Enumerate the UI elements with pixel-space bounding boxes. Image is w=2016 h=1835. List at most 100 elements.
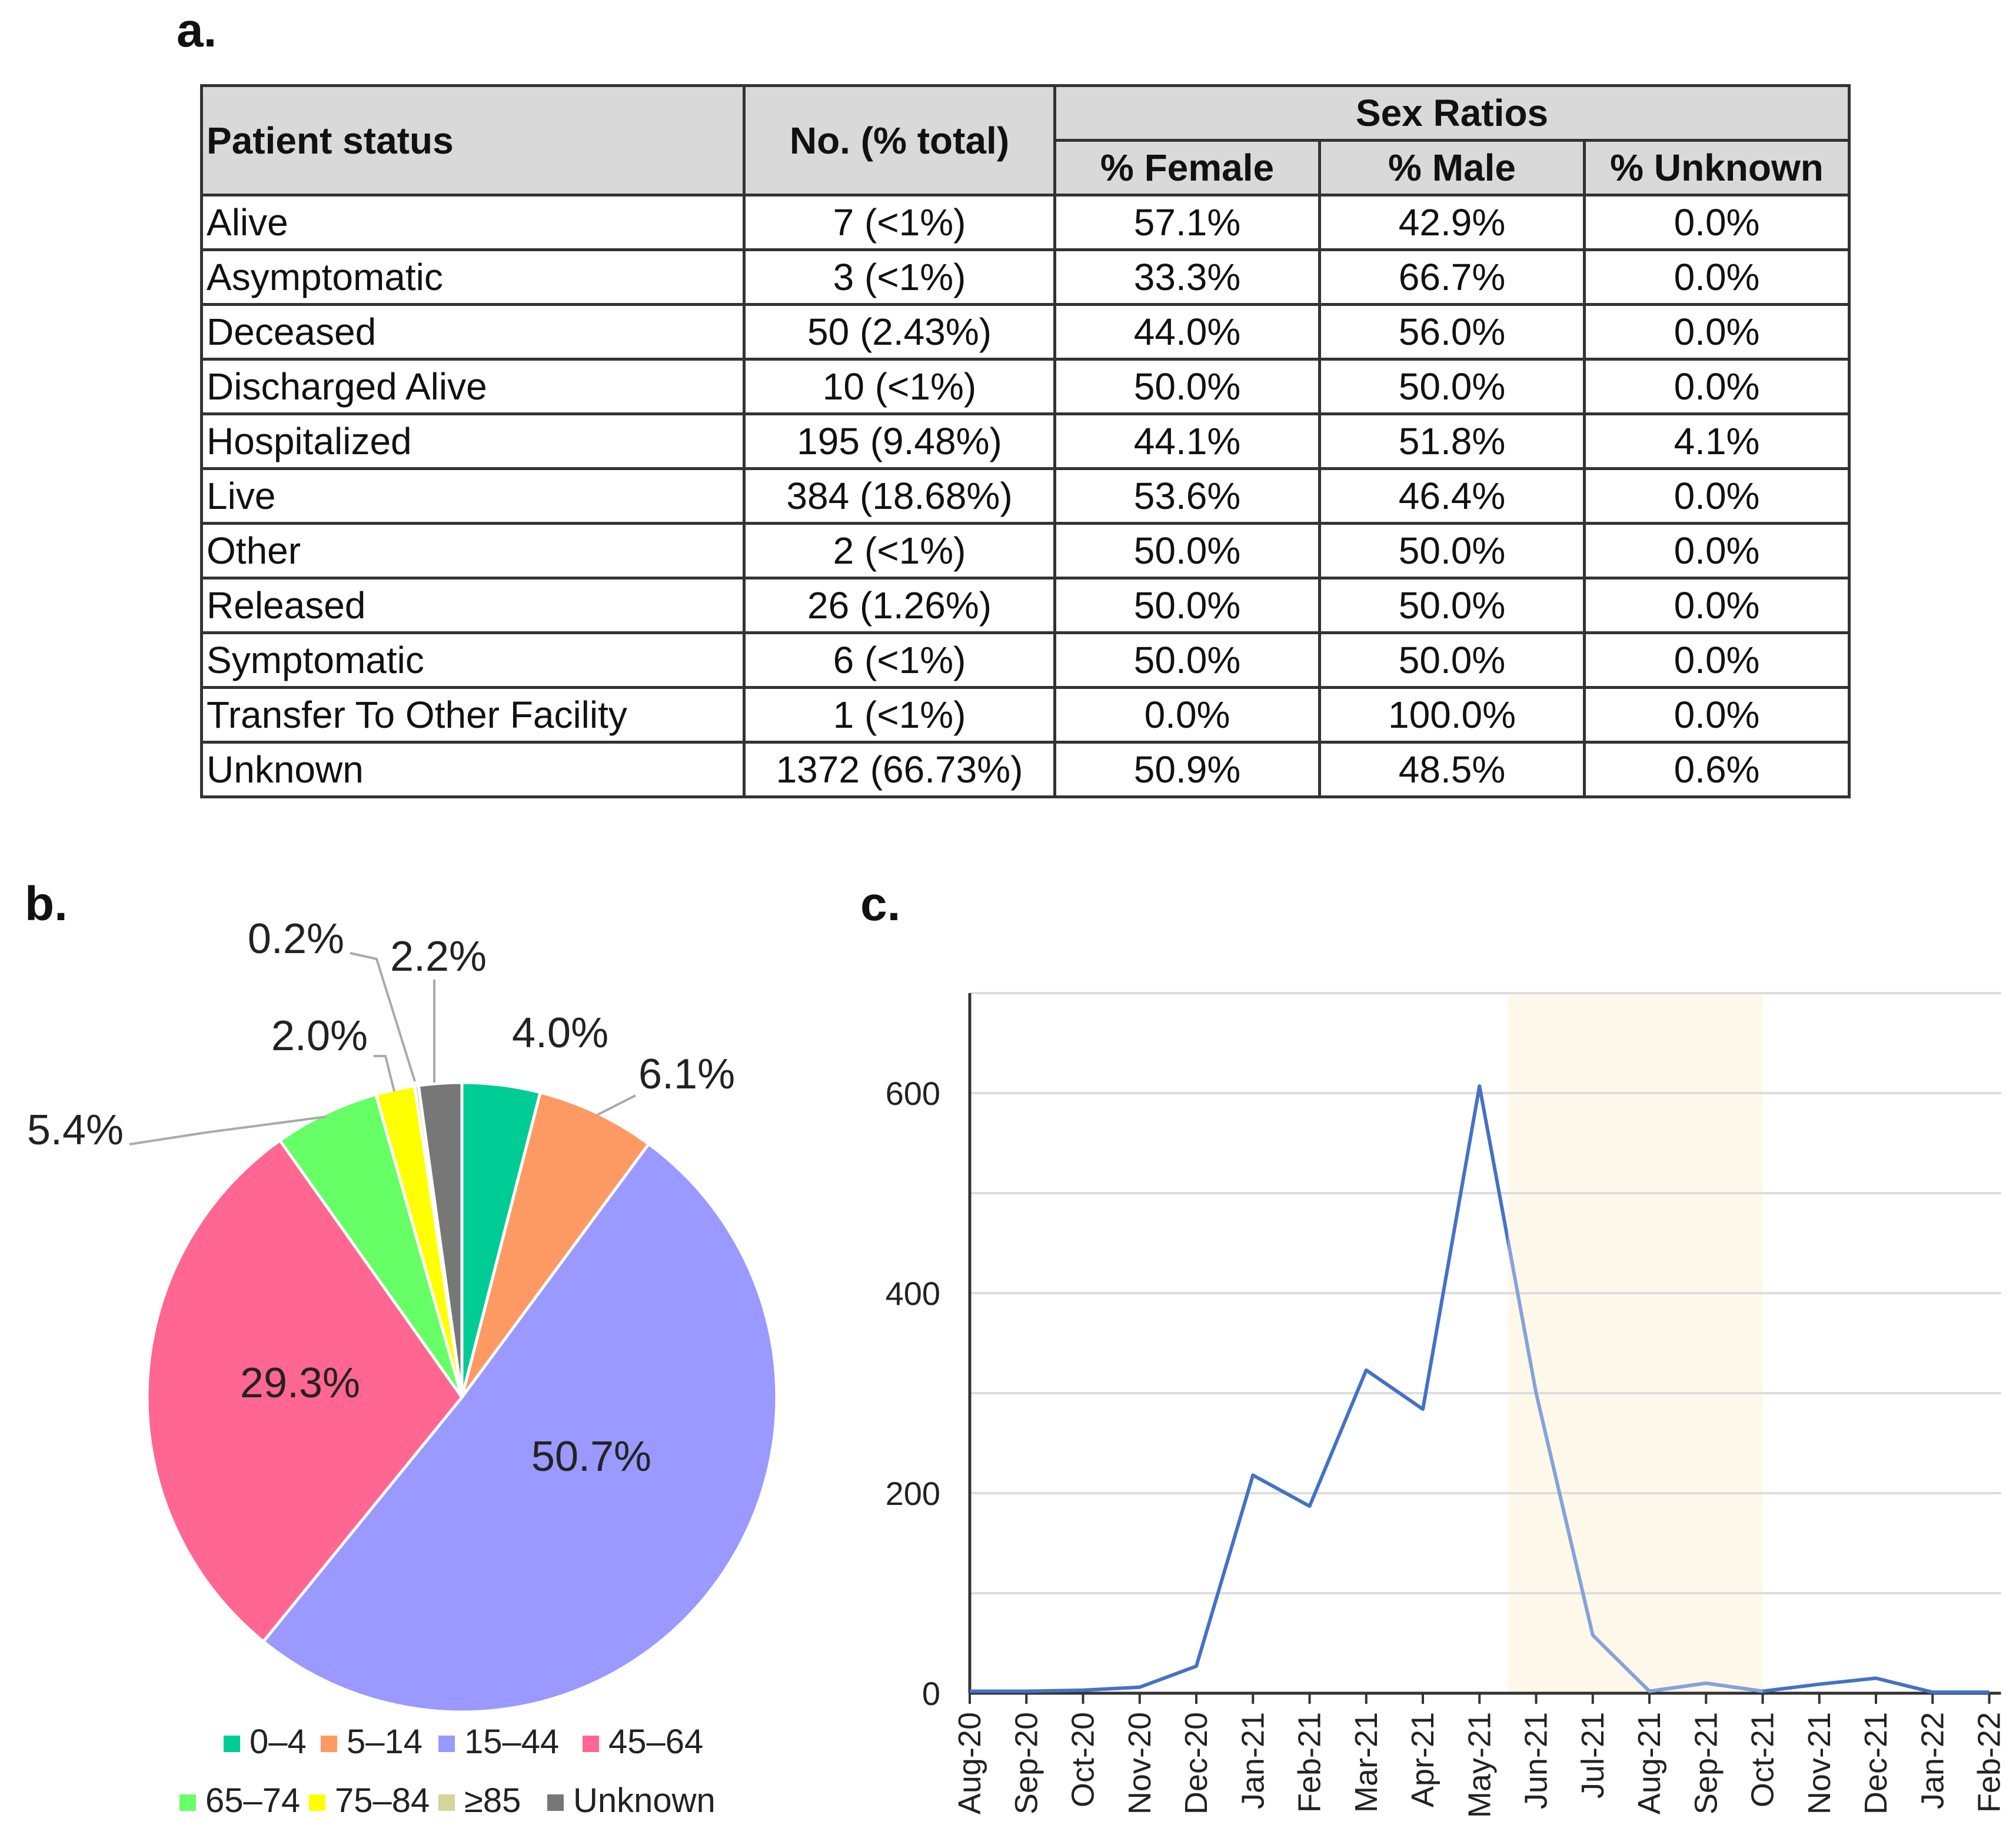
legend-swatch: [179, 1794, 196, 1811]
status-cell: Discharged Alive: [200, 358, 746, 415]
table-row: Alive 7 (<1%) 57.1% 42.9% 0.0%: [200, 194, 1851, 251]
unknown-cell: 0.0%: [1583, 577, 1851, 634]
panel-label-c: c.: [860, 877, 901, 931]
highlight-band: [1508, 993, 1763, 1693]
table-row: Deceased 50 (2.43%) 44.0% 56.0% 0.0%: [200, 303, 1851, 361]
monthly-line-chart: 0 200 400 600 Aug-20 Sep-20 Oct-20 Nov-20 Dec-20…: [886, 992, 2007, 1818]
status-cell: Deceased: [200, 303, 746, 361]
table-row: Live 384 (18.68%) 53.6% 46.4% 0.0%: [200, 467, 1851, 525]
count-cell: 50 (2.43%): [743, 303, 1056, 361]
x-tick-label: Oct-20: [1066, 1712, 1101, 1807]
x-tick-label: Apr-21: [1405, 1712, 1441, 1807]
male-cell: 100.0%: [1318, 686, 1586, 744]
panel-label-b: b.: [25, 877, 68, 931]
x-tick-label: Dec-21: [1858, 1712, 1894, 1814]
legend-swatch: [438, 1794, 455, 1811]
legend-label: 65–74: [205, 1781, 300, 1820]
female-cell: 50.0%: [1053, 358, 1321, 415]
status-cell: Live: [200, 467, 746, 525]
status-cell: Alive: [200, 194, 746, 251]
unknown-cell: 0.0%: [1583, 467, 1851, 525]
legend-label: 0–4: [249, 1723, 307, 1761]
female-cell: 50.0%: [1053, 577, 1321, 634]
count-cell: 26 (1.26%): [743, 577, 1056, 634]
table-row: Transfer To Other Facility 1 (<1%) 0.0% 100…: [200, 686, 1851, 744]
count-cell: 1 (<1%): [743, 686, 1056, 744]
header-patient-status: Patient status: [200, 84, 746, 197]
x-tick-label: May-21: [1462, 1712, 1497, 1818]
female-cell: 44.0%: [1053, 303, 1321, 361]
status-cell: Asymptomatic: [200, 248, 746, 306]
male-cell: 51.8%: [1318, 412, 1586, 470]
x-tick-label: Nov-20: [1122, 1712, 1157, 1814]
panel-label-a: a.: [177, 4, 217, 57]
x-tick-label: Feb-21: [1292, 1712, 1328, 1813]
age-pie-chart: 4.0% 6.1% 50.7% 29.3% 5.4% 2.0% 0.2% 2.2% 0–4 5–1…: [27, 918, 779, 1820]
status-cell: Hospitalized: [200, 412, 746, 470]
unknown-cell: 0.0%: [1583, 248, 1851, 306]
male-cell: 46.4%: [1318, 467, 1586, 525]
x-tick-label: Oct-21: [1745, 1712, 1781, 1807]
legend-swatch: [224, 1736, 240, 1752]
pie-label: 50.7%: [531, 1433, 651, 1480]
legend-swatch: [309, 1794, 325, 1811]
male-cell: 42.9%: [1318, 194, 1586, 251]
status-cell: Unknown: [200, 741, 746, 798]
y-tick-label: 200: [886, 1475, 940, 1512]
pie-slice: [417, 1081, 464, 1398]
female-cell: 33.3%: [1053, 248, 1321, 306]
count-cell: 6 (<1%): [743, 631, 1056, 689]
male-cell: 50.0%: [1318, 577, 1586, 634]
header-male: % Male: [1318, 139, 1586, 197]
header-female: % Female: [1053, 139, 1321, 197]
count-cell: 10 (<1%): [743, 358, 1056, 415]
pie-leader-line: [129, 1115, 327, 1145]
count-cell: 2 (<1%): [743, 522, 1056, 580]
legend-swatch: [438, 1736, 455, 1752]
female-cell: 44.1%: [1053, 412, 1321, 470]
status-cell: Other: [200, 522, 746, 580]
table-row: Other 2 (<1%) 50.0% 50.0% 0.0%: [200, 522, 1851, 580]
female-cell: 53.6%: [1053, 467, 1321, 525]
female-cell: 50.9%: [1053, 741, 1321, 798]
y-tick-label: 400: [886, 1275, 940, 1312]
pie-label: 5.4%: [27, 1107, 124, 1154]
y-tick-label: 0: [922, 1675, 940, 1712]
status-cell: Released: [200, 577, 746, 634]
pie-label: 2.0%: [271, 1013, 368, 1060]
x-tick-label: Aug-21: [1632, 1712, 1667, 1814]
legend-swatch: [547, 1794, 564, 1811]
legend-label: Unknown: [573, 1781, 716, 1820]
unknown-cell: 0.0%: [1583, 686, 1851, 744]
legend-label: 45–64: [608, 1723, 703, 1761]
pie-label: 29.3%: [240, 1360, 360, 1407]
female-cell: 0.0%: [1053, 686, 1321, 744]
male-cell: 66.7%: [1318, 248, 1586, 306]
unknown-cell: 0.0%: [1583, 522, 1851, 580]
male-cell: 50.0%: [1318, 631, 1586, 689]
pie-slice: [460, 1090, 651, 1398]
x-tick-label: Jan-21: [1235, 1712, 1270, 1809]
unknown-cell: 0.0%: [1583, 303, 1851, 361]
x-tick-label: Jun-21: [1519, 1712, 1554, 1809]
unknown-cell: 0.0%: [1583, 631, 1851, 689]
female-cell: 50.0%: [1053, 522, 1321, 580]
status-cell: Transfer To Other Facility: [200, 686, 746, 744]
count-cell: 195 (9.48%): [743, 412, 1056, 470]
pie-label: 4.0%: [512, 1010, 608, 1057]
count-cell: 384 (18.68%): [743, 467, 1056, 525]
legend-label: ≥85: [464, 1781, 521, 1820]
male-cell: 56.0%: [1318, 303, 1586, 361]
legend-label: 75–84: [335, 1781, 430, 1820]
header-unknown: % Unknown: [1583, 139, 1851, 197]
series-line: [970, 1084, 1990, 1694]
pie-slice: [261, 1141, 779, 1714]
header-sex-ratios: Sex Ratios: [1053, 84, 1851, 142]
patient-status-table: Patient status No. (% total) Sex Ratios …: [200, 84, 1851, 798]
pie-leader-line: [350, 952, 416, 1082]
pie-leader-line: [597, 1094, 636, 1116]
pie-label: 0.2%: [248, 918, 344, 963]
pie-slice: [278, 1093, 464, 1398]
x-tick-label: Mar-21: [1349, 1712, 1384, 1813]
legend-swatch: [583, 1736, 599, 1752]
